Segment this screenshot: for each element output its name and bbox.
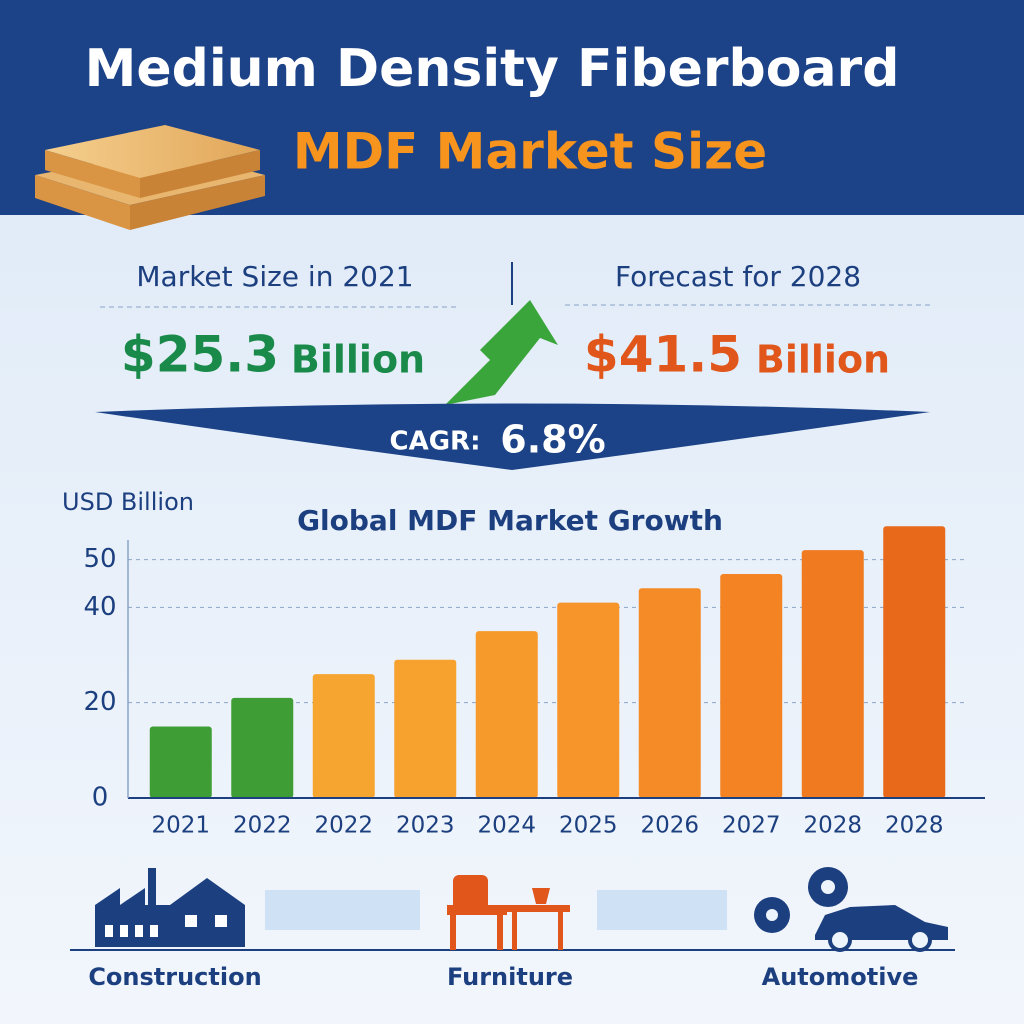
bar [638,588,701,798]
x-tick-label: 2026 [640,813,699,839]
stat-value: $25.3 [121,326,279,384]
bar [312,674,375,798]
banner [597,890,727,930]
y-tick-label: 50 [83,544,116,574]
cagr-value: 6.8% [500,418,605,462]
y-tick-label: 0 [92,783,109,813]
y-tick-label: 20 [83,687,116,717]
x-tick-label: 2024 [477,813,536,839]
x-tick-label: 2028 [803,813,862,839]
bar [149,726,212,798]
stat-label: Market Size in 2021 [136,260,413,293]
cagr-ribbon [95,403,930,470]
title: Medium Density Fiberboard [85,39,900,99]
board-icon [35,125,265,230]
sector-label: Construction [88,963,261,991]
y-tick-label: 40 [83,592,116,622]
stat-unit: Billion [756,338,890,382]
sector-label: Automotive [762,963,919,991]
x-tick-label: 2021 [151,813,210,839]
plot: 0 20 40 50 2021 2022 2022 2023 2024 2025 2026 2027 2… [83,526,965,839]
bar [883,526,946,798]
chart-title: Global MDF Market Growth [297,504,723,537]
cagr-label: CAGR: [390,427,481,457]
banner [265,890,420,930]
bar [557,602,620,798]
stat-value: $41.5 [584,326,742,384]
subtitle: MDF Market Size [293,123,767,181]
automotive-icon [754,867,948,952]
bar [475,631,538,798]
growth-arrow [445,300,558,405]
furniture-icon [447,875,570,950]
bar [231,697,294,798]
stat-label: Forecast for 2028 [615,260,861,293]
sector-label: Furniture [447,963,573,991]
x-tick-label: 2022 [314,813,373,839]
bar [394,659,457,798]
x-tick-label: 2022 [233,813,292,839]
x-tick-label: 2027 [722,813,781,839]
bar [720,573,783,798]
x-tick-label: 2023 [396,813,455,839]
x-tick-label: 2025 [559,813,618,839]
y-axis-label: USD Billion [62,488,194,516]
x-tick-label: 2028 [885,813,944,839]
construction-icon [95,868,245,947]
stat-unit: Billion [291,338,425,382]
bar [801,550,864,798]
